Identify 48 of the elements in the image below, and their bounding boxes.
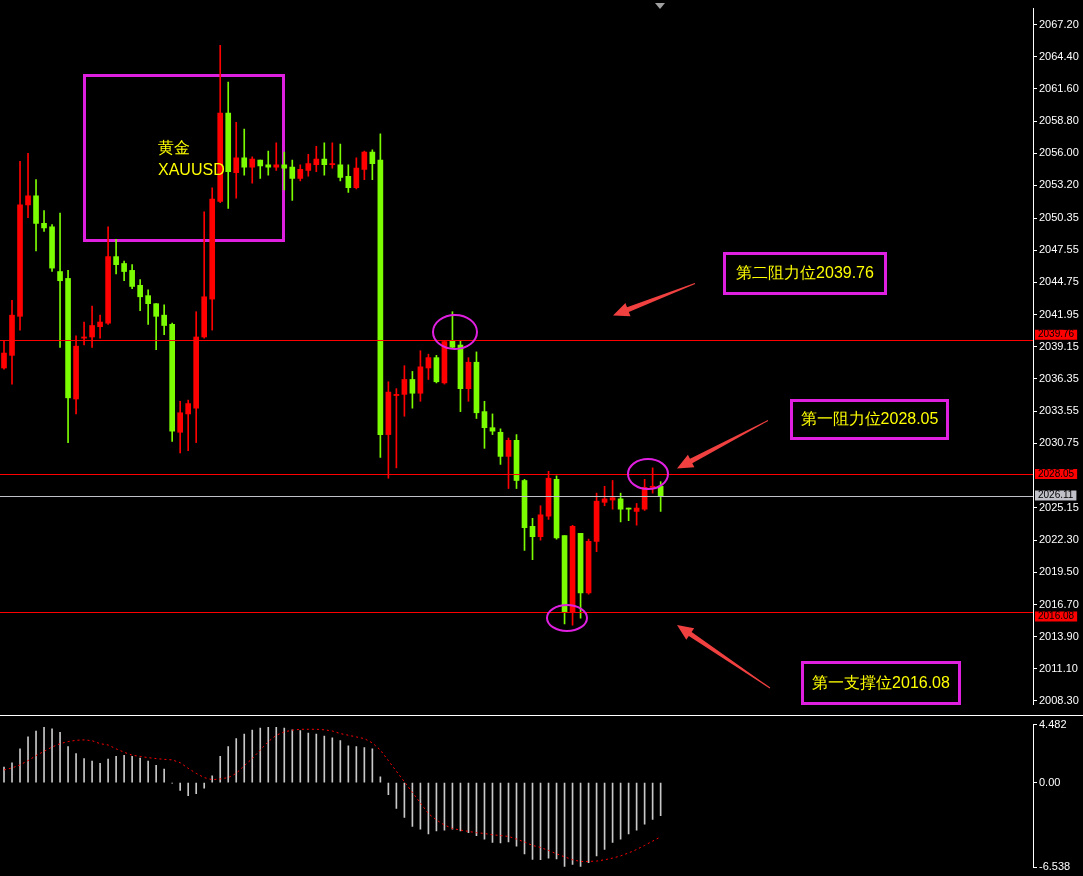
ref-line-label: 2026.11	[1038, 489, 1074, 501]
candlestick	[313, 146, 320, 172]
y-tick-label: 4.482	[1039, 717, 1067, 730]
y-tick-label: 2044.75	[1039, 275, 1079, 288]
line-series	[3, 728, 662, 862]
y-tick-label: 2036.35	[1039, 371, 1079, 384]
annotation: 第一支撑位2016.08	[801, 661, 961, 705]
candlestick	[97, 314, 103, 339]
y-tick-label: 2056.00	[1039, 146, 1079, 159]
candlestick	[185, 399, 192, 451]
y-tick-label: -6.538	[1039, 860, 1071, 873]
candlestick	[329, 142, 336, 169]
y-tick-label: 2047.55	[1039, 243, 1079, 256]
y-tick-label: 0.00	[1039, 775, 1061, 788]
y-tick-label: 2025.15	[1039, 500, 1079, 513]
y-tick-label: 2039.15	[1039, 339, 1079, 352]
y-tick-label: 2033.55	[1039, 404, 1079, 417]
y-tick-label: 2058.80	[1039, 114, 1079, 127]
candlestick	[281, 151, 288, 191]
annotation: 第二阻力位2039.76	[723, 252, 887, 295]
y-tick-label: 2067.20	[1039, 17, 1079, 30]
y-tick-label: 2013.90	[1039, 629, 1079, 642]
annotation: 第一阻力位2028.05	[790, 399, 949, 440]
y-tick-label: 2041.95	[1039, 307, 1079, 320]
y-tick-label: 2008.30	[1039, 693, 1079, 706]
y-tick-label: 2050.35	[1039, 211, 1079, 224]
candlestick	[265, 150, 272, 176]
candlestick	[25, 152, 31, 218]
ref-line-label: 2016.08	[1038, 610, 1075, 622]
text: 黄金	[158, 138, 190, 158]
y-tick-label: 2064.40	[1039, 49, 1079, 62]
y-tick-label: 2030.75	[1039, 436, 1079, 449]
y-tick-label: 2016.70	[1039, 597, 1079, 610]
y-tick-label: 2011.10	[1039, 661, 1078, 674]
y-tick-label: 2019.50	[1039, 565, 1079, 578]
candlestick	[321, 142, 328, 176]
ref-line-label: 2028.05	[1038, 467, 1075, 479]
candlestick	[233, 121, 240, 199]
y-tick-label: 2061.60	[1039, 82, 1079, 94]
candlestick	[41, 210, 47, 232]
candlestick	[113, 239, 119, 275]
candlestick	[145, 289, 151, 325]
candlestick	[273, 142, 280, 171]
y-tick-label: 2022.30	[1039, 533, 1079, 546]
ref-line-label: 2039.76	[1038, 328, 1075, 340]
candlestick	[241, 128, 248, 176]
candlestick	[57, 212, 63, 348]
y-tick-label: 2053.20	[1039, 178, 1079, 191]
